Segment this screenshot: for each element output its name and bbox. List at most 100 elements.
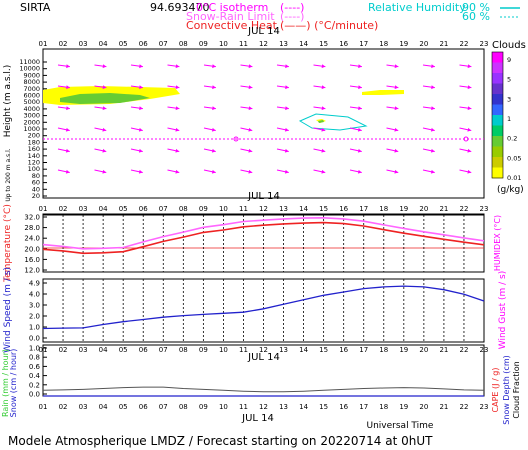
height-tick-label: 3000 — [23, 112, 40, 120]
panel-snow-ylabel: Snow (cm / hour) — [9, 349, 18, 418]
panel-temp-ylabel: Temperature (°C) — [3, 204, 13, 283]
height-tick-label: 9000 — [23, 71, 40, 79]
hour-label: 03 — [79, 205, 88, 213]
wind-arrow-head — [102, 106, 107, 111]
y-tick-label: 16.0 — [24, 256, 40, 264]
hour-label: 08 — [179, 205, 188, 213]
y-tick-label: 4.9 — [29, 280, 40, 288]
hour-label: 10 — [219, 205, 228, 213]
hour-label: 07 — [159, 40, 168, 48]
hour-label: 18 — [379, 205, 388, 213]
hour-label: 07 — [159, 346, 168, 354]
hour-label: 13 — [279, 205, 288, 213]
wind-arrow-head — [66, 64, 70, 69]
hour-label: 09 — [199, 403, 208, 411]
wind-arrow-head — [212, 64, 216, 69]
wind-arrow-head — [321, 64, 326, 69]
hour-label: 23 — [480, 205, 489, 213]
top-hour-axis: 01 02 03 04 05 06 07 08 09 10 11 12 13 14 15 16 17 18 19 20… — [39, 40, 489, 48]
wind-arrow-head — [284, 148, 289, 153]
y-tick-label: 0.2 — [29, 381, 40, 389]
panel-temp-ticks: 32.0 28.0 24.0 20.0 16.0 12.0 — [24, 214, 47, 275]
hour-label: 11 — [239, 205, 248, 213]
wind-arrow-head — [394, 148, 399, 153]
legend-rh-60: 60 % — [462, 10, 490, 23]
hour-label: 02 — [59, 346, 68, 354]
hour-label: 11 — [239, 40, 248, 48]
wind-arrow-head — [321, 169, 326, 174]
wind-arrow-head — [357, 148, 362, 153]
rh-contour-90 — [298, 113, 368, 131]
hour-label: 09 — [199, 40, 208, 48]
colorbar-label: 0.01 — [507, 174, 521, 182]
panel-humidex-ylabel: HUMIDEX (°C) — [493, 215, 502, 271]
hour-label: 14 — [299, 40, 308, 48]
wind-arrow-head — [102, 169, 107, 174]
wind-arrow-head — [431, 85, 435, 90]
hour-label: 21 — [439, 403, 448, 411]
wind-arrow-head — [321, 127, 326, 132]
hour-label: 22 — [459, 403, 468, 411]
hour-label: 08 — [179, 403, 188, 411]
y-tick-label: 1.0 — [29, 345, 40, 353]
y-tick-label: 20.0 — [24, 245, 40, 253]
colorbar-swatch — [492, 94, 503, 105]
hour-label: 19 — [399, 403, 408, 411]
y-tick-label: 0.8 — [29, 354, 40, 362]
hour-label: 17 — [359, 205, 368, 213]
site-label: SIRTA — [20, 1, 51, 14]
hour-label: 18 — [379, 346, 388, 354]
hour-label: 10 — [219, 403, 228, 411]
wind-arrow-head — [321, 106, 326, 111]
wind-arrow-head — [430, 127, 435, 132]
hour-label: 05 — [119, 205, 128, 213]
clouds-title: Clouds — [492, 40, 526, 51]
panel-cape-ylabel: CAPE (J / g) — [491, 368, 500, 413]
hour-label: 20 — [419, 40, 428, 48]
wind-arrow-head — [65, 148, 70, 153]
wind-arrow-head — [175, 169, 180, 174]
hour-label: 20 — [419, 346, 428, 354]
height-tick-label: 6000 — [23, 92, 40, 100]
wind-arrow-head — [467, 127, 472, 132]
y-tick-label: 3.0 — [29, 302, 40, 310]
colorbar-swatch — [492, 157, 503, 168]
wind-arrow-head — [394, 85, 399, 90]
wind-arrow-head — [248, 127, 253, 132]
hour-label: 13 — [279, 40, 288, 48]
panel-gust-ylabel: Wind Gust (m / s) — [498, 271, 508, 349]
hour-label: 15 — [319, 403, 328, 411]
height-tick-label: 4000 — [23, 105, 40, 113]
hour-label: 03 — [79, 403, 88, 411]
series-line — [42, 221, 485, 255]
hour-label: 13 — [279, 403, 288, 411]
wind-arrow-head — [102, 64, 107, 69]
panel-height-ylabel: Height (m a.s.l.) — [3, 65, 13, 138]
hour-label: 06 — [139, 403, 148, 411]
colorbar-swatch — [492, 146, 503, 158]
colorbar-swatch — [492, 115, 503, 126]
colorbar-swatch — [492, 62, 503, 74]
panel-wind-ticks: 4.9 4.0 3.0 2.0 1.0 0.0 — [29, 280, 47, 343]
y-tick-label: 24.0 — [24, 235, 40, 243]
hour-label: 14 — [299, 403, 308, 411]
panel-temp-grid — [62, 215, 465, 272]
cloud-area-green — [60, 93, 150, 104]
wind-arrow-head — [102, 127, 107, 132]
legend-convective: Convective Heat — [186, 19, 278, 32]
height-tick-label: 7000 — [23, 85, 40, 93]
wind-arrow-head — [467, 85, 472, 90]
wind-arrow-head — [248, 169, 253, 174]
height-tick-label: 2000 — [23, 118, 40, 126]
hour-label: 21 — [439, 346, 448, 354]
legend-rh: Relative Humidity — [368, 1, 466, 14]
wind-arrow-head — [467, 169, 472, 174]
hour-label: 09 — [199, 205, 208, 213]
hour-label: 03 — [79, 40, 88, 48]
wind-arrow-head — [66, 106, 70, 111]
colorbar-label: 5 — [507, 76, 511, 84]
wind-arrow-head — [212, 106, 216, 111]
legend-snow-rain: Snow-Rain Limit — [186, 10, 275, 23]
hour-label: 09 — [199, 346, 208, 354]
hour-label: 04 — [99, 205, 108, 213]
